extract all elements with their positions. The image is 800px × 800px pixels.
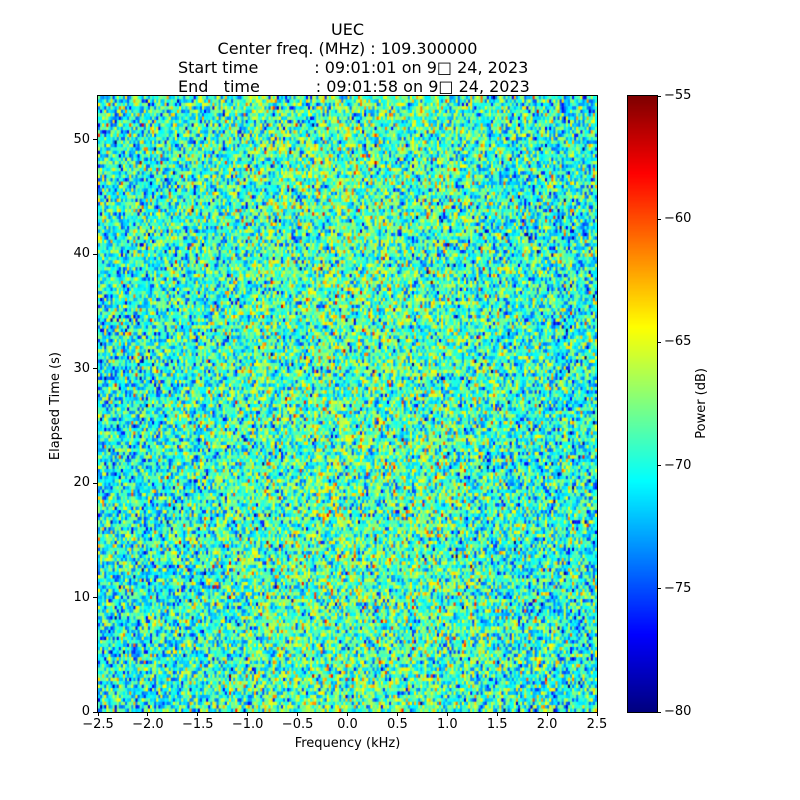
y-tick-label: 20 — [73, 475, 90, 490]
x-tick-mark — [147, 712, 149, 716]
x-tick-label: −1.5 — [182, 717, 214, 732]
x-tick-mark — [496, 712, 498, 716]
colorbar-tick-label: −70 — [664, 457, 692, 473]
colorbar-tick-mark — [657, 588, 661, 590]
colorbar-tick-mark — [657, 711, 661, 713]
x-tick-mark — [596, 712, 598, 716]
x-tick-mark — [247, 712, 249, 716]
colorbar-tick-mark — [657, 465, 661, 467]
y-tick-label: 40 — [73, 246, 90, 261]
start-time-line: Start time : 09:01:01 on 9□ 24, 2023 — [178, 58, 529, 77]
colorbar-tick-mark — [657, 218, 661, 220]
y-tick-mark — [93, 482, 97, 484]
y-tick-mark — [93, 139, 97, 140]
x-tick-mark — [197, 712, 199, 716]
y-tick-label: 0 — [81, 704, 90, 719]
colorbar-tick-label: −60 — [664, 211, 692, 227]
y-tick-mark — [93, 597, 97, 598]
x-axis-label: Frequency (kHz) — [294, 736, 401, 751]
y-tick-label: 50 — [73, 131, 90, 147]
chart-title: UEC — [331, 20, 364, 39]
y-tick-mark — [93, 253, 97, 255]
x-tick-label: 0.0 — [337, 717, 358, 732]
x-tick-mark — [446, 712, 448, 716]
x-tick-mark — [396, 712, 398, 716]
x-tick-label: 0.5 — [387, 717, 408, 732]
colorbar-tick-label: −55 — [664, 88, 692, 103]
x-tick-mark — [297, 712, 299, 716]
x-tick-mark — [546, 712, 548, 716]
colorbar-label: Power (dB) — [694, 368, 709, 439]
end-time-line: End time : 09:01:58 on 9□ 24, 2023 — [178, 77, 530, 96]
x-tick-label: 2.5 — [586, 717, 608, 732]
x-tick-label: −0.5 — [281, 717, 314, 732]
center-freq-line: Center freq. (MHz) : 109.300000 — [217, 39, 478, 58]
x-tick-label: 1.0 — [436, 717, 458, 732]
colorbar-tick-label: −80 — [664, 704, 692, 719]
x-tick-mark — [347, 712, 348, 716]
colorbar-gradient — [628, 96, 657, 712]
x-tick-label: −2.0 — [132, 717, 164, 732]
y-tick-label: 30 — [73, 360, 90, 376]
colorbar-tick-mark — [657, 341, 661, 343]
x-tick-label: 2.0 — [536, 717, 558, 732]
y-tick-mark — [93, 711, 97, 713]
spectrogram-heatmap — [98, 96, 597, 712]
x-tick-label: 1.5 — [486, 717, 508, 732]
x-tick-mark — [97, 712, 99, 716]
x-tick-label: −1.0 — [231, 717, 264, 732]
colorbar-tick-label: −75 — [664, 580, 692, 596]
x-tick-label: −2.5 — [82, 717, 114, 732]
colorbar-tick-mark — [657, 95, 661, 97]
y-tick-mark — [93, 368, 97, 369]
colorbar-tick-label: −65 — [664, 334, 692, 350]
y-tick-label: 10 — [73, 589, 90, 605]
